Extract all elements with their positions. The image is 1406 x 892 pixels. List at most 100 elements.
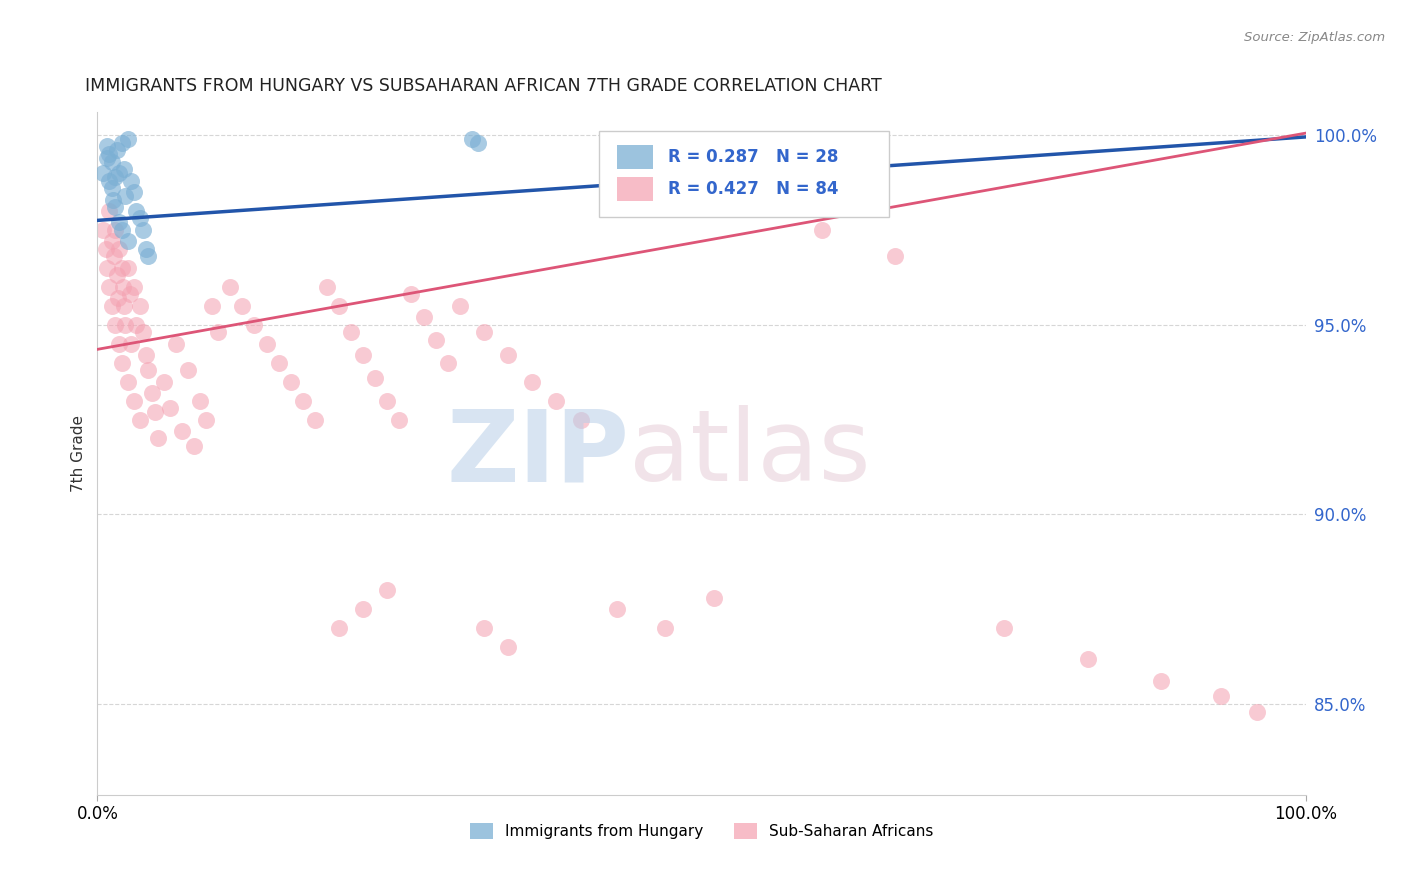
Point: [101, 154, 124, 169]
Point: [170, 424, 193, 438]
Point: [183, 439, 205, 453]
Point: [98, 279, 121, 293]
Point: [449, 299, 471, 313]
Point: [352, 602, 374, 616]
Point: [177, 363, 200, 377]
Point: [107, 291, 129, 305]
Point: [364, 371, 387, 385]
Point: [243, 318, 266, 332]
Point: [1246, 705, 1268, 719]
Point: [111, 279, 134, 293]
Point: [1077, 651, 1099, 665]
Point: [105, 268, 128, 283]
Point: [606, 602, 628, 616]
Point: [120, 336, 142, 351]
Point: [122, 185, 145, 199]
Text: atlas: atlas: [628, 405, 870, 502]
Point: [496, 640, 519, 654]
Point: [165, 336, 187, 351]
Point: [412, 310, 434, 325]
Point: [569, 412, 592, 426]
Point: [546, 393, 568, 408]
Point: [93, 166, 115, 180]
Text: R = 0.287   N = 28: R = 0.287 N = 28: [668, 148, 838, 166]
Point: [328, 299, 350, 313]
Point: [105, 143, 128, 157]
Point: [472, 621, 495, 635]
Point: [811, 223, 834, 237]
Point: [125, 203, 148, 218]
Bar: [617, 145, 654, 169]
Point: [122, 393, 145, 408]
Text: ZIP: ZIP: [446, 405, 628, 502]
Point: [104, 200, 127, 214]
Point: [256, 336, 278, 351]
Point: [132, 223, 155, 237]
Point: [993, 621, 1015, 635]
Point: [128, 412, 150, 426]
Point: [103, 249, 125, 263]
Point: [104, 169, 127, 184]
Point: [96, 151, 118, 165]
Point: [136, 249, 159, 263]
Point: [153, 375, 176, 389]
Point: [231, 299, 253, 313]
Point: [128, 211, 150, 226]
Point: [101, 299, 124, 313]
Point: [141, 386, 163, 401]
Point: [352, 348, 374, 362]
Point: [280, 375, 302, 389]
Point: [104, 318, 127, 332]
Point: [436, 356, 458, 370]
Point: [108, 215, 131, 229]
Point: [316, 279, 339, 293]
Point: [654, 621, 676, 635]
Point: [98, 173, 121, 187]
Legend: Immigrants from Hungary, Sub-Saharan Africans: Immigrants from Hungary, Sub-Saharan Afr…: [464, 817, 939, 846]
Point: [136, 363, 159, 377]
Point: [207, 326, 229, 340]
Point: [328, 621, 350, 635]
Point: [1149, 674, 1171, 689]
Text: R = 0.427   N = 84: R = 0.427 N = 84: [668, 180, 838, 198]
Point: [120, 173, 142, 187]
Y-axis label: 7th Grade: 7th Grade: [72, 415, 86, 492]
Point: [496, 348, 519, 362]
Point: [703, 591, 725, 605]
Point: [112, 162, 135, 177]
Point: [375, 583, 398, 598]
Point: [522, 375, 544, 389]
Point: [114, 188, 136, 202]
Point: [98, 147, 121, 161]
Point: [110, 356, 132, 370]
Point: [101, 193, 124, 207]
Point: [1209, 690, 1232, 704]
FancyBboxPatch shape: [599, 131, 889, 217]
Point: [128, 299, 150, 313]
Point: [132, 326, 155, 340]
Point: [401, 287, 423, 301]
Point: [110, 223, 132, 237]
Point: [117, 260, 139, 275]
Point: [117, 132, 139, 146]
Point: [195, 412, 218, 426]
Point: [96, 139, 118, 153]
Point: [461, 132, 484, 146]
Point: [125, 318, 148, 332]
Text: IMMIGRANTS FROM HUNGARY VS SUBSAHARAN AFRICAN 7TH GRADE CORRELATION CHART: IMMIGRANTS FROM HUNGARY VS SUBSAHARAN AF…: [86, 78, 882, 95]
Point: [135, 348, 157, 362]
Point: [108, 166, 131, 180]
Point: [93, 223, 115, 237]
Point: [375, 393, 398, 408]
Point: [425, 333, 447, 347]
Point: [101, 234, 124, 248]
Point: [110, 136, 132, 150]
Bar: [617, 178, 654, 201]
Point: [291, 393, 314, 408]
Point: [388, 412, 411, 426]
Point: [472, 326, 495, 340]
Point: [467, 136, 489, 150]
Point: [110, 260, 132, 275]
Point: [267, 356, 290, 370]
Point: [108, 336, 131, 351]
